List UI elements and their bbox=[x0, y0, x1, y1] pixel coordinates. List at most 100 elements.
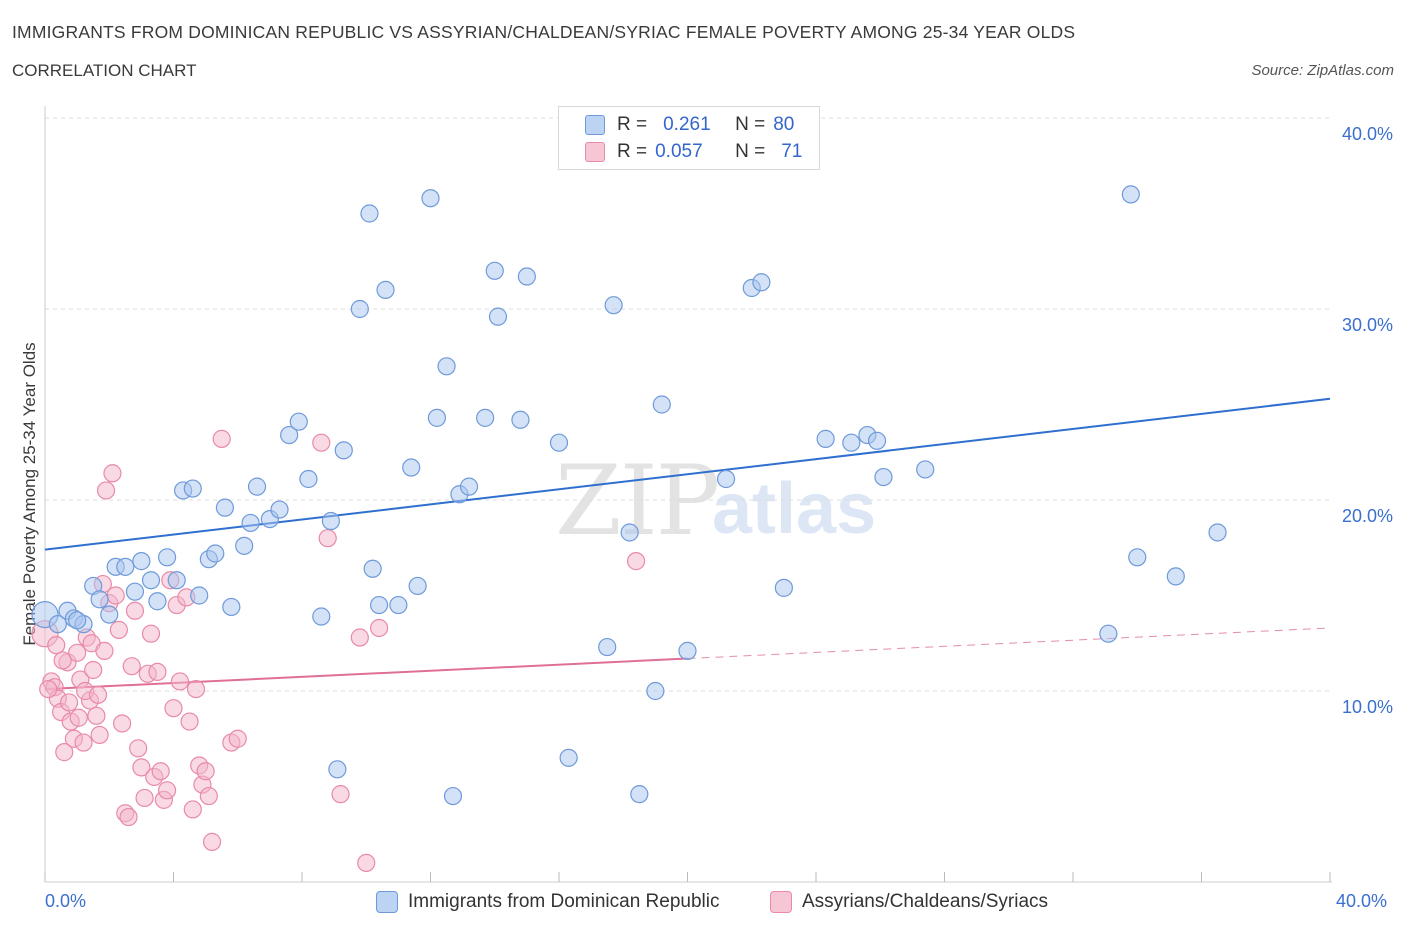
data-point-dominican bbox=[1166, 567, 1185, 586]
x-tick-label-max: 40.0% bbox=[1336, 891, 1388, 911]
chart-subtitle: CORRELATION CHART bbox=[12, 61, 197, 80]
data-point-assyrians bbox=[119, 807, 138, 827]
data-point-dominican bbox=[774, 578, 793, 597]
data-point-assyrians bbox=[196, 762, 215, 781]
data-point-dominican bbox=[842, 433, 861, 452]
data-point-assyrians bbox=[47, 636, 66, 655]
correlation-legend: R = 0.261 N = 80 R = 0.057 N = 71 bbox=[558, 106, 820, 170]
data-point-dominican bbox=[604, 296, 623, 315]
watermark-atlas: atlas bbox=[712, 469, 877, 549]
data-point-assyrians bbox=[148, 662, 167, 682]
chart-title: IMMIGRANTS FROM DOMINICAN REPUBLIC VS AS… bbox=[12, 22, 1076, 42]
data-point-assyrians bbox=[135, 788, 154, 808]
data-point-assyrians bbox=[180, 712, 199, 731]
data-point-assyrians bbox=[199, 786, 218, 806]
data-point-dominican bbox=[183, 479, 202, 498]
y-tick-label: 40.0% bbox=[1341, 124, 1393, 144]
data-point-assyrians bbox=[95, 641, 114, 660]
data-point-dominican bbox=[360, 204, 379, 223]
data-point-assyrians bbox=[626, 552, 646, 571]
data-point-assyrians bbox=[357, 853, 376, 873]
data-point-dominican bbox=[370, 595, 389, 615]
data-point-dominican bbox=[511, 410, 530, 429]
data-point-dominican bbox=[350, 299, 369, 319]
trend-line-dominican-solid bbox=[44, 397, 1331, 551]
data-point-dominican bbox=[247, 477, 267, 496]
data-point-dominican bbox=[1099, 624, 1118, 643]
data-point-assyrians bbox=[331, 785, 350, 804]
data-point-dominican bbox=[598, 637, 617, 657]
trend-line-assyrians-solid bbox=[44, 657, 688, 691]
legend-n-value: 71 bbox=[781, 141, 803, 162]
data-point-assyrians bbox=[88, 685, 108, 704]
data-point-dominican bbox=[157, 548, 177, 567]
trend-line-assyrians-dashed bbox=[687, 627, 1331, 660]
data-point-dominican bbox=[559, 748, 578, 767]
data-point-dominican bbox=[280, 425, 299, 445]
data-point-dominican bbox=[443, 786, 463, 806]
data-point-dominican bbox=[437, 357, 456, 376]
data-point-dominican bbox=[485, 261, 504, 280]
data-point-assyrians bbox=[132, 758, 151, 777]
data-point-dominican bbox=[235, 536, 254, 555]
data-point-dominican bbox=[652, 395, 671, 414]
data-point-assyrians bbox=[90, 725, 109, 745]
data-point-dominican bbox=[299, 469, 318, 489]
legend-n-value: 80 bbox=[773, 114, 795, 135]
data-point-dominican bbox=[752, 273, 771, 292]
legend-row-assyrians: R = 0.057 N = 71 bbox=[585, 139, 802, 165]
data-point-dominican bbox=[476, 408, 495, 427]
data-point-assyrians bbox=[151, 762, 170, 781]
data-point-dominican bbox=[549, 433, 569, 452]
watermark-zip: ZIP bbox=[555, 445, 720, 557]
legend-n-label: N = bbox=[735, 114, 766, 135]
data-point-assyrians bbox=[122, 657, 141, 676]
data-point-dominican bbox=[328, 760, 347, 779]
data-point-assyrians bbox=[350, 628, 369, 647]
data-point-assyrians bbox=[318, 529, 337, 548]
data-point-dominican bbox=[389, 595, 408, 615]
data-point-dominican bbox=[132, 552, 151, 571]
data-point-dominican bbox=[646, 681, 665, 701]
data-point-dominican bbox=[816, 429, 835, 448]
series-assyrians-points bbox=[31, 141, 646, 873]
data-point-dominican bbox=[116, 557, 135, 576]
legend-r-label: R = bbox=[617, 114, 648, 135]
data-point-dominican bbox=[402, 458, 421, 477]
data-point-dominican bbox=[222, 597, 241, 617]
data-point-dominican bbox=[206, 544, 225, 563]
bottom-legend-swatch-blue bbox=[376, 891, 398, 913]
data-point-assyrians bbox=[202, 832, 222, 851]
y-tick-label: 20.0% bbox=[1341, 506, 1393, 526]
data-point-assyrians bbox=[109, 620, 128, 639]
data-point-assyrians bbox=[170, 672, 190, 691]
data-point-assyrians bbox=[69, 708, 88, 727]
legend-r-label: R = bbox=[617, 141, 648, 162]
data-point-dominican bbox=[916, 460, 935, 479]
data-point-dominican bbox=[68, 611, 87, 630]
data-point-dominican bbox=[1128, 548, 1147, 567]
data-point-assyrians bbox=[164, 699, 183, 718]
series-dominican-points bbox=[31, 137, 1227, 806]
data-point-assyrians bbox=[312, 433, 331, 452]
data-point-assyrians bbox=[129, 739, 148, 758]
legend-n-label: N = bbox=[735, 141, 766, 162]
data-point-assyrians bbox=[68, 643, 87, 662]
source-credit: Source: ZipAtlas.com bbox=[1251, 62, 1394, 79]
y-tick-label: 30.0% bbox=[1341, 315, 1393, 335]
legend-r-value: 0.057 bbox=[655, 141, 703, 162]
data-point-assyrians bbox=[103, 464, 122, 483]
data-point-assyrians bbox=[228, 729, 247, 748]
data-point-assyrians bbox=[87, 706, 106, 725]
data-point-assyrians bbox=[125, 601, 145, 620]
data-point-assyrians bbox=[59, 693, 79, 712]
data-point-assyrians bbox=[212, 429, 231, 448]
legend-swatch-blue bbox=[585, 115, 605, 135]
data-point-assyrians bbox=[106, 586, 125, 605]
data-point-assyrians bbox=[370, 618, 389, 638]
bottom-legend-dominican: Immigrants from Dominican Republic bbox=[376, 889, 720, 915]
data-point-dominican bbox=[270, 500, 289, 519]
data-point-assyrians bbox=[183, 800, 202, 819]
data-point-dominican bbox=[167, 571, 186, 590]
data-point-dominican bbox=[48, 615, 67, 634]
